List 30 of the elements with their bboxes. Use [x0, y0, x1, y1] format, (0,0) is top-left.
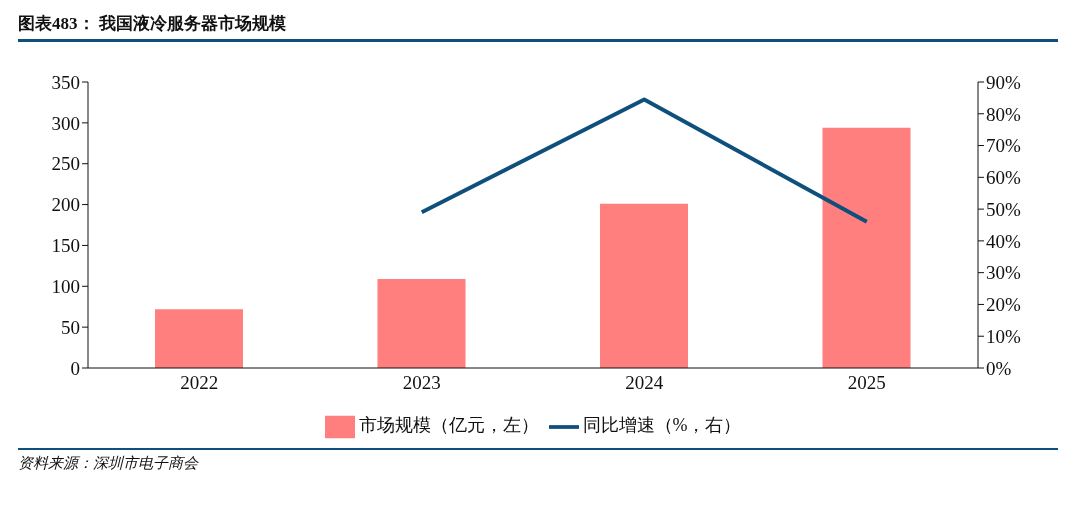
y-tick-label: 0 [70, 357, 80, 379]
y2-tick-label: 60% [986, 167, 1021, 189]
bar [600, 203, 688, 368]
legend-label: 同比增速（%，右） [582, 415, 742, 436]
y2-tick-label: 10% [986, 325, 1021, 347]
y2-tick-label: 30% [986, 262, 1021, 284]
y2-tick-label: 0% [986, 357, 1012, 379]
x-tick-label: 2024 [625, 372, 664, 394]
bar [822, 127, 911, 368]
x-tick-label: 2025 [847, 372, 886, 394]
y-tick-label: 350 [51, 71, 80, 93]
legend-label: 市场规模（亿元，左） [358, 415, 539, 436]
bar [155, 309, 243, 368]
x-tick-label: 2022 [180, 372, 219, 394]
y2-tick-label: 80% [986, 103, 1021, 125]
y-tick-label: 250 [51, 153, 80, 175]
y2-tick-label: 50% [986, 198, 1021, 220]
y-tick-label: 150 [51, 235, 80, 257]
y-tick-label: 100 [51, 276, 80, 298]
text: 资料来源：深圳市电子商会 [17, 454, 200, 473]
y2-tick-label: 70% [986, 135, 1021, 157]
x-tick-label: 2023 [402, 372, 441, 394]
y2-tick-label: 40% [986, 230, 1021, 252]
y-tick-label: 50 [61, 316, 80, 338]
y2-tick-label: 90% [986, 71, 1021, 93]
bar [377, 278, 466, 368]
y2-tick-label: 20% [986, 294, 1021, 316]
y-tick-label: 300 [51, 112, 80, 134]
y-tick-label: 200 [51, 194, 80, 216]
chart-title: 图表483： 我国液冷服务器市场规模 [17, 13, 287, 35]
